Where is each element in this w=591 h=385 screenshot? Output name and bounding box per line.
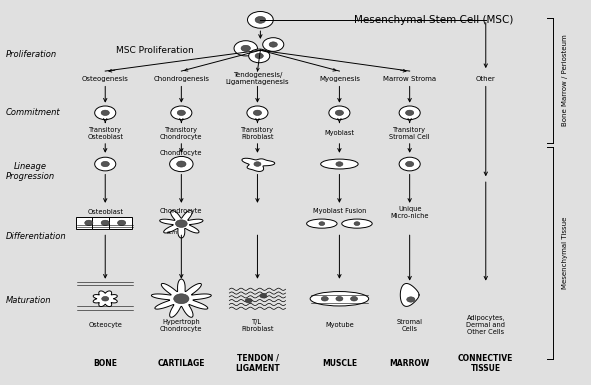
Text: Differentiation: Differentiation [6, 232, 66, 241]
Text: Transitory
Chondrocyte: Transitory Chondrocyte [160, 127, 203, 140]
Circle shape [101, 161, 109, 167]
Circle shape [102, 296, 109, 301]
Text: Chondrocyte: Chondrocyte [160, 208, 203, 214]
Circle shape [101, 220, 109, 226]
Text: Lineage
Progression: Lineage Progression [6, 162, 55, 181]
Circle shape [260, 293, 267, 298]
Circle shape [118, 220, 126, 226]
Text: Osteoblast: Osteoblast [87, 209, 124, 215]
Circle shape [177, 161, 186, 167]
Text: Transitory
Fibroblast: Transitory Fibroblast [241, 127, 274, 140]
Circle shape [329, 106, 350, 120]
Circle shape [254, 162, 261, 166]
Text: Osteogenesis: Osteogenesis [82, 76, 129, 82]
Circle shape [249, 49, 269, 63]
Polygon shape [151, 279, 212, 317]
Circle shape [177, 110, 186, 115]
Text: Bone Marrow / Periosteum: Bone Marrow / Periosteum [562, 35, 568, 126]
Text: Hypertroph
Chondrocyte: Hypertroph Chondrocyte [160, 319, 203, 332]
Polygon shape [160, 211, 203, 238]
Text: Stromal
Cells: Stromal Cells [397, 319, 423, 332]
Text: Marrow Stroma: Marrow Stroma [383, 76, 436, 82]
Text: Myoblast Fusion: Myoblast Fusion [313, 208, 366, 214]
Circle shape [399, 157, 420, 171]
Circle shape [245, 298, 252, 303]
Ellipse shape [321, 159, 358, 169]
Text: MUSCLE: MUSCLE [322, 359, 357, 368]
Circle shape [85, 220, 93, 226]
Circle shape [176, 220, 187, 228]
Text: Maturation: Maturation [6, 296, 51, 305]
Ellipse shape [342, 219, 372, 228]
Circle shape [241, 45, 251, 51]
Text: CARTILAGE: CARTILAGE [158, 359, 205, 368]
Circle shape [247, 106, 268, 120]
Circle shape [405, 161, 414, 167]
Ellipse shape [307, 219, 337, 228]
Bar [92, 217, 116, 229]
Text: Chondrocyte: Chondrocyte [160, 150, 203, 156]
Text: ecm: ecm [167, 230, 178, 235]
Bar [76, 217, 99, 229]
Text: Mesenchymal Tissue: Mesenchymal Tissue [562, 217, 568, 290]
Polygon shape [93, 291, 117, 306]
Text: Chondrogenesis: Chondrogenesis [153, 76, 209, 82]
Circle shape [254, 110, 262, 115]
Circle shape [255, 17, 265, 23]
Bar [109, 217, 132, 229]
Circle shape [101, 110, 109, 115]
Circle shape [95, 106, 116, 120]
Circle shape [263, 38, 284, 51]
Circle shape [170, 156, 193, 172]
Text: Mesenchymal Stem Cell (MSC): Mesenchymal Stem Cell (MSC) [354, 15, 514, 25]
Text: Commitment: Commitment [6, 108, 60, 117]
Text: BONE: BONE [93, 359, 117, 368]
Circle shape [354, 222, 360, 226]
Text: MSC Proliferation: MSC Proliferation [116, 46, 194, 55]
Circle shape [350, 296, 358, 301]
Ellipse shape [310, 291, 369, 306]
Circle shape [407, 297, 415, 302]
Polygon shape [400, 283, 419, 306]
Circle shape [335, 110, 343, 115]
Text: Other: Other [476, 76, 496, 82]
Circle shape [322, 296, 328, 301]
Circle shape [405, 110, 414, 115]
Text: Transitory
Stromal Cell: Transitory Stromal Cell [389, 127, 430, 140]
Circle shape [248, 12, 273, 28]
Circle shape [171, 106, 192, 120]
Text: Unique
Micro-niche: Unique Micro-niche [391, 206, 429, 219]
Text: Myogenesis: Myogenesis [319, 76, 360, 82]
Circle shape [336, 162, 343, 166]
Text: Adipocytes,
Dermal and
Other Cells: Adipocytes, Dermal and Other Cells [466, 315, 505, 335]
Text: Myotube: Myotube [325, 322, 354, 328]
Text: T/L
Fibroblast: T/L Fibroblast [241, 319, 274, 332]
Circle shape [399, 106, 420, 120]
Circle shape [255, 53, 264, 59]
Circle shape [269, 42, 277, 47]
Text: MARROW: MARROW [389, 359, 430, 368]
Text: Osteocyte: Osteocyte [88, 322, 122, 328]
Text: Transitory
Osteoblast: Transitory Osteoblast [87, 127, 124, 140]
Text: Myoblast: Myoblast [324, 130, 355, 136]
Circle shape [336, 296, 343, 301]
Text: Proliferation: Proliferation [6, 50, 57, 59]
Text: TENDON /
LIGAMENT: TENDON / LIGAMENT [235, 353, 280, 373]
Circle shape [95, 157, 116, 171]
Circle shape [234, 41, 258, 56]
Circle shape [319, 222, 325, 226]
Text: Tendogenesis/
Ligamentagenesis: Tendogenesis/ Ligamentagenesis [226, 72, 289, 85]
Circle shape [174, 294, 189, 304]
Text: CONNECTIVE
TISSUE: CONNECTIVE TISSUE [458, 353, 514, 373]
Polygon shape [242, 158, 275, 171]
